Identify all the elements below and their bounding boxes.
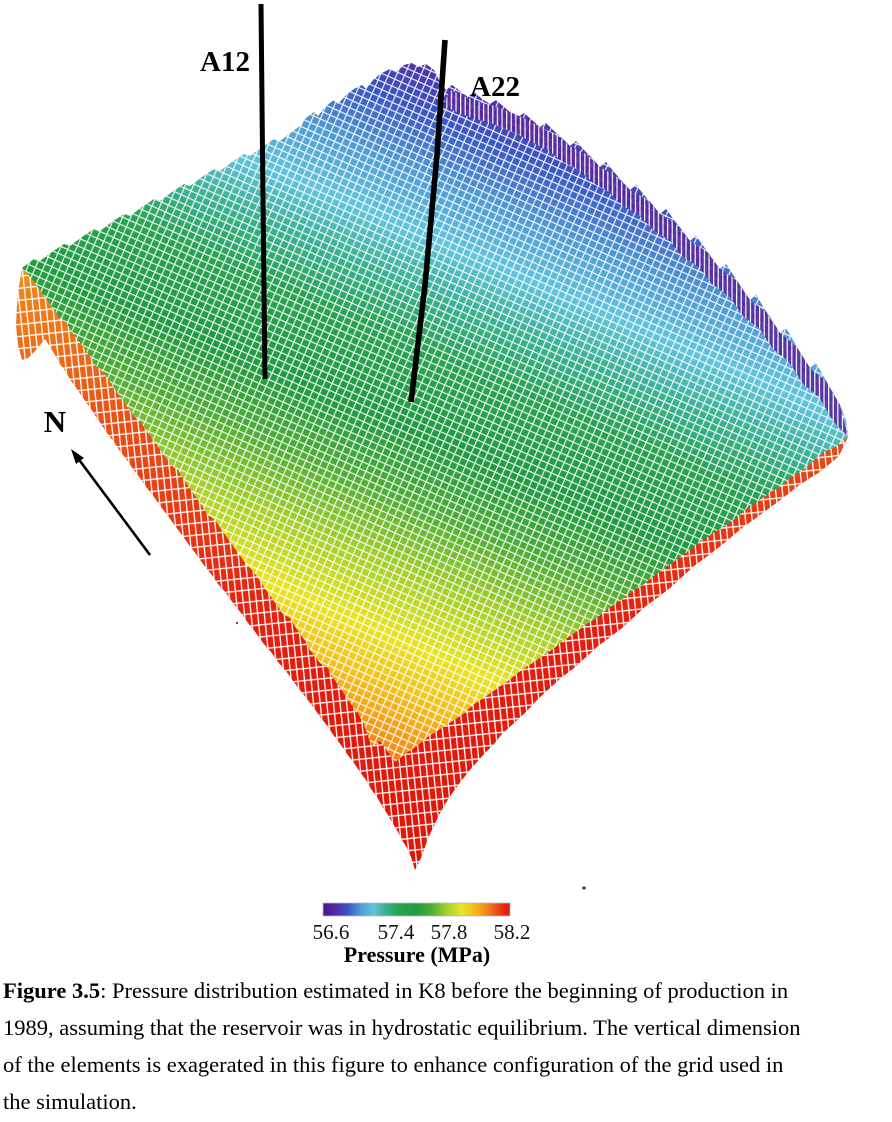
caption-line-2: 1989, assuming that the reservoir was in… (3, 1015, 801, 1040)
caption-line-4: the simulation. (3, 1089, 137, 1114)
caption-line-3: of the elements is exagerated in this fi… (3, 1052, 784, 1077)
figure-number: Figure 3.5 (3, 978, 101, 1003)
figure-caption: Figure 3.5: Pressure distribution estima… (3, 972, 889, 1120)
well-a12-stick (258, 3, 268, 380)
colorbar-title: Pressure (MPa) (344, 942, 490, 967)
well-a12-label: A12 (200, 46, 250, 78)
colorbar-gradient (322, 902, 511, 917)
colorbar-tick-4: 58.2 (494, 920, 531, 944)
well-a22-label: A22 (470, 71, 520, 103)
colorbar-tick-1: 56.6 (313, 920, 350, 944)
caption-line-1: Figure 3.5: Pressure distribution estima… (3, 972, 889, 1009)
speck (582, 886, 586, 890)
colorbar-tick-2: 57.4 (378, 920, 415, 944)
north-arrow (71, 449, 152, 556)
speck (235, 621, 239, 625)
well-a22-stick (408, 39, 448, 403)
colorbar-tick-3: 57.8 (431, 920, 468, 944)
caption-line-1-text: : Pressure distribution estimated in K8 … (100, 978, 789, 1003)
north-label: N (44, 404, 66, 439)
pressure-surface-plot: A12 A22 N 56.6 57.4 57.8 58.2 Pressure (… (16, 3, 848, 967)
colorbar: 56.6 57.4 57.8 58.2 Pressure (MPa) (313, 902, 531, 967)
